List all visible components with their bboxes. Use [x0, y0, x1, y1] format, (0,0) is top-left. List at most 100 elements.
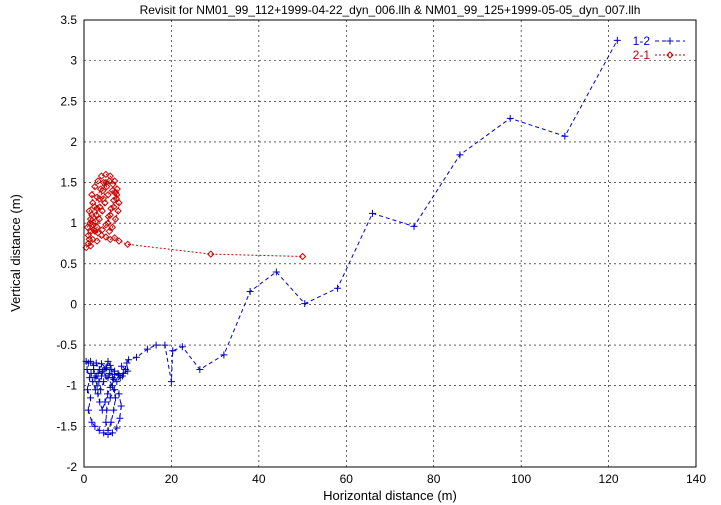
grid	[83, 19, 697, 468]
data-point	[87, 370, 95, 378]
y-tick-label: -1.5	[56, 419, 77, 433]
data-point	[666, 37, 674, 45]
data-point	[91, 182, 99, 191]
plot-frame	[83, 19, 697, 468]
data-point	[97, 231, 106, 240]
data-point	[613, 36, 621, 44]
data-point	[110, 406, 118, 414]
data-point	[86, 219, 94, 227]
data-point	[84, 406, 92, 414]
data-point	[91, 386, 99, 394]
data-point	[104, 212, 113, 221]
y-tick-label: 3	[70, 54, 77, 68]
x-tick-label: 100	[511, 472, 531, 486]
data-point	[105, 227, 114, 236]
y-tick-label: 2.5	[60, 94, 77, 108]
data-point	[105, 370, 113, 378]
data-point	[104, 426, 112, 434]
data-point	[115, 371, 123, 379]
data-point	[87, 394, 95, 402]
x-tick-label: 40	[252, 472, 266, 486]
data-point	[96, 195, 104, 203]
data-point	[100, 429, 108, 437]
data-point	[107, 418, 115, 426]
data-point	[104, 357, 112, 365]
data-point	[103, 182, 111, 191]
data-point	[95, 426, 103, 434]
data-point	[272, 268, 280, 276]
data-point	[116, 414, 124, 422]
data-point	[102, 233, 110, 241]
data-point	[111, 215, 120, 223]
data-point	[91, 217, 100, 226]
data-point	[97, 360, 105, 368]
legend-label: 2-1	[633, 48, 651, 62]
data-point	[83, 386, 91, 394]
y-tick-label: -1	[66, 379, 77, 393]
x-tick-label: 80	[427, 472, 441, 486]
ticks: 0 20 40 60 80 100 120 140 -2 -1.5 -1 -0.5 0 0.5 1 1.5 2 2…	[56, 13, 706, 486]
data-point	[109, 180, 117, 188]
data-point	[506, 114, 514, 122]
data-point	[102, 364, 110, 372]
data-point	[111, 394, 119, 402]
data-point	[124, 240, 132, 249]
x-tick-label: 20	[165, 472, 179, 486]
x-tick-label: 140	[686, 472, 706, 486]
data-point	[115, 390, 123, 398]
data-point	[87, 357, 95, 365]
data-point	[106, 383, 114, 391]
data-point	[113, 191, 121, 199]
legend: 1-22-1	[633, 34, 685, 62]
data-point	[246, 287, 254, 295]
data-point	[111, 386, 119, 394]
y-tick-label: -0.5	[56, 338, 77, 352]
data-point	[91, 374, 99, 382]
data-point	[98, 406, 106, 414]
series-layer	[82, 36, 621, 438]
data-point	[117, 402, 125, 410]
data-point	[93, 204, 101, 213]
data-point	[102, 221, 110, 229]
data-point	[178, 343, 186, 351]
data-point	[98, 367, 106, 375]
data-point	[99, 178, 108, 187]
data-point	[94, 177, 102, 185]
data-point	[118, 362, 126, 370]
y-tick-label: 1	[70, 216, 77, 230]
data-point	[113, 424, 121, 432]
data-point	[110, 375, 118, 383]
y-tick-label: -2	[66, 460, 77, 474]
data-point	[143, 345, 151, 353]
x-axis-label: Horizontal distance (m)	[323, 488, 457, 503]
data-point	[110, 177, 119, 185]
data-point	[561, 132, 569, 140]
data-point	[169, 347, 177, 355]
y-tick-label: 0	[70, 297, 77, 311]
data-point	[95, 365, 103, 373]
y-tick-label: 0.5	[60, 257, 77, 271]
y-axis-label: Vertical distance (m)	[8, 194, 23, 312]
data-point	[111, 367, 119, 375]
x-tick-label: 120	[599, 472, 619, 486]
data-point	[666, 51, 674, 59]
data-point	[152, 341, 160, 349]
data-point	[97, 372, 105, 380]
y-tick-label: 2	[70, 135, 77, 149]
data-point	[125, 356, 133, 364]
data-point	[167, 378, 175, 386]
x-tick-label: 0	[81, 472, 88, 486]
data-point	[115, 237, 123, 245]
y-tick-label: 1.5	[60, 176, 77, 190]
data-point	[102, 170, 110, 179]
data-point	[93, 237, 101, 245]
data-point	[95, 378, 103, 386]
data-point	[334, 284, 342, 292]
data-point	[161, 341, 169, 349]
data-point	[106, 361, 114, 369]
data-point	[88, 211, 96, 219]
data-point	[88, 191, 96, 199]
data-point	[89, 378, 97, 386]
data-point	[87, 227, 95, 236]
